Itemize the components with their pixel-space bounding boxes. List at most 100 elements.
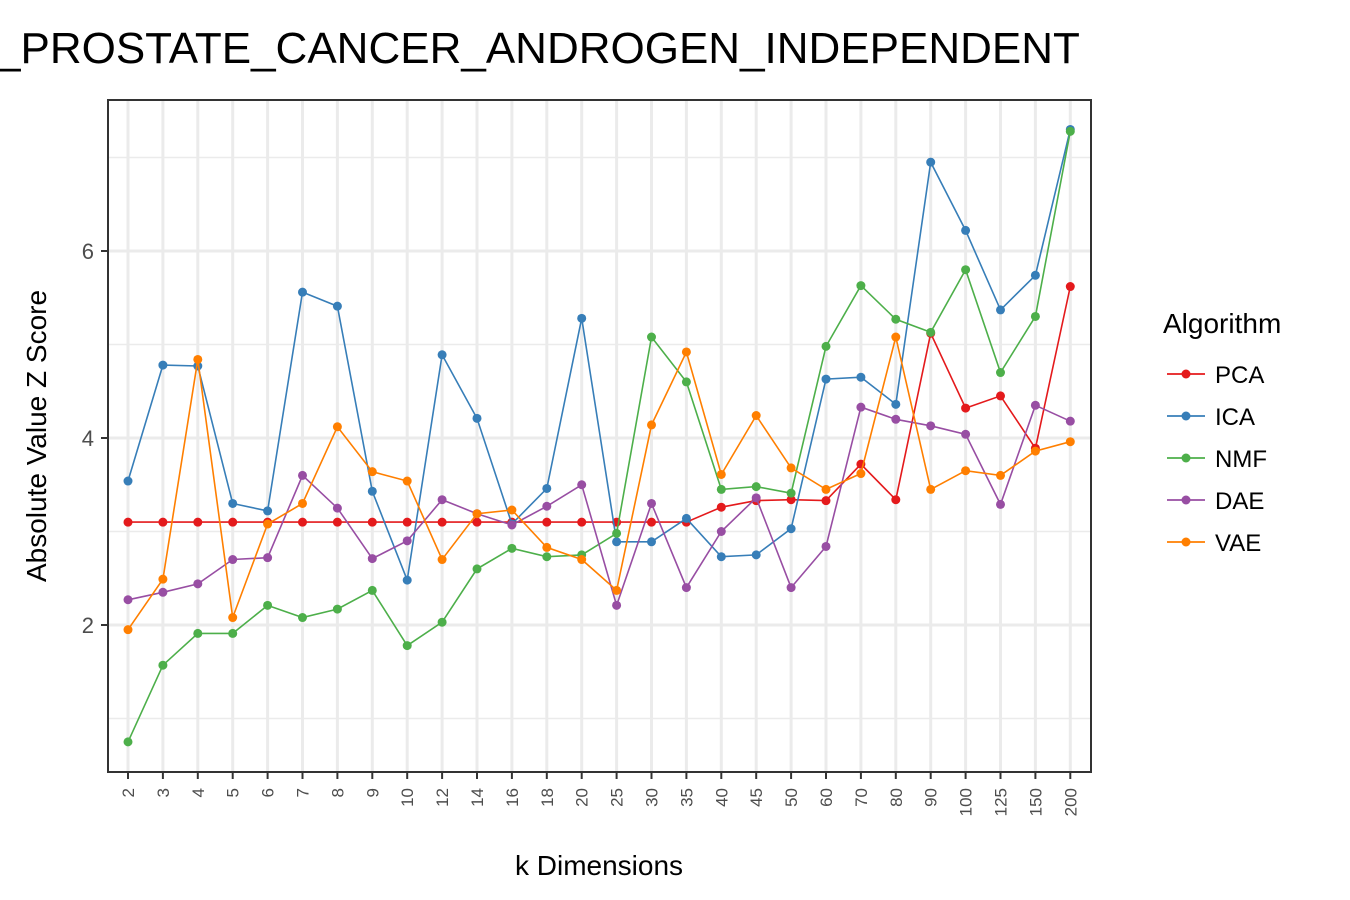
data-point-vae <box>263 520 272 529</box>
data-point-nmf <box>542 552 551 561</box>
data-point-nmf <box>158 661 167 670</box>
data-point-nmf <box>856 281 865 290</box>
data-point-nmf <box>438 618 447 627</box>
data-point-nmf <box>368 586 377 595</box>
data-point-pca <box>996 391 1005 400</box>
data-point-vae <box>717 470 726 479</box>
data-point-vae <box>926 485 935 494</box>
x-tick-label: 14 <box>468 788 487 807</box>
data-point-dae <box>926 421 935 430</box>
legend-key-point <box>1182 370 1191 379</box>
data-point-dae <box>577 480 586 489</box>
legend-item-dae: DAE <box>1167 488 1264 515</box>
data-point-nmf <box>1066 127 1075 136</box>
data-point-vae <box>228 613 237 622</box>
y-tick-label: 4 <box>82 426 94 451</box>
data-point-nmf <box>333 605 342 614</box>
data-point-ica <box>473 414 482 423</box>
data-point-vae <box>577 555 586 564</box>
data-point-nmf <box>473 564 482 573</box>
x-tick-label: 150 <box>1026 788 1045 816</box>
legend-item-ica: ICA <box>1167 404 1255 431</box>
x-tick-label: 35 <box>677 788 696 807</box>
data-point-ica <box>717 552 726 561</box>
series-line-vae <box>128 337 1070 630</box>
legend-label: PCA <box>1215 362 1264 389</box>
data-point-vae <box>507 505 516 514</box>
x-tick-label: 16 <box>503 788 522 807</box>
data-point-dae <box>752 493 761 502</box>
x-tick-label: 2 <box>119 788 138 797</box>
data-point-pca <box>647 518 656 527</box>
x-tick-label: 60 <box>817 788 836 807</box>
data-point-dae <box>368 554 377 563</box>
data-point-vae <box>1066 437 1075 446</box>
data-point-ica <box>124 477 133 486</box>
data-point-vae <box>193 355 202 364</box>
legend-label: NMF <box>1215 446 1267 473</box>
chart-title: _PROSTATE_CANCER_ANDROGEN_INDEPENDENT <box>0 24 1080 73</box>
data-point-ica <box>682 514 691 523</box>
data-point-ica <box>158 361 167 370</box>
data-point-ica <box>577 314 586 323</box>
data-point-nmf <box>507 544 516 553</box>
x-tick-label: 70 <box>852 788 871 807</box>
data-point-ica <box>368 487 377 496</box>
data-point-pca <box>822 496 831 505</box>
y-tick-label: 2 <box>82 613 94 638</box>
data-point-pca <box>298 518 307 527</box>
data-point-pca <box>403 518 412 527</box>
data-point-dae <box>961 430 970 439</box>
data-point-ica <box>891 400 900 409</box>
data-point-dae <box>996 500 1005 509</box>
data-point-dae <box>124 595 133 604</box>
data-point-vae <box>1031 447 1040 456</box>
data-point-ica <box>298 288 307 297</box>
data-point-pca <box>228 518 237 527</box>
data-point-nmf <box>787 489 796 498</box>
legend-key-point <box>1182 496 1191 505</box>
data-point-ica <box>263 506 272 515</box>
data-point-vae <box>612 586 621 595</box>
data-point-pca <box>891 495 900 504</box>
y-tick-label: 6 <box>82 239 94 264</box>
data-point-vae <box>298 499 307 508</box>
data-point-nmf <box>612 529 621 538</box>
x-tick-label: 90 <box>922 788 941 807</box>
data-point-ica <box>822 375 831 384</box>
data-point-ica <box>647 537 656 546</box>
data-point-dae <box>787 583 796 592</box>
y-axis-title: Absolute Value Z Score <box>21 290 52 582</box>
legend-key-point <box>1182 412 1191 421</box>
data-point-ica <box>926 158 935 167</box>
data-point-nmf <box>752 482 761 491</box>
x-tick-label: 18 <box>538 788 557 807</box>
legend-key-point <box>1182 454 1191 463</box>
data-point-ica <box>333 302 342 311</box>
data-point-vae <box>368 467 377 476</box>
data-point-dae <box>822 542 831 551</box>
data-point-vae <box>856 469 865 478</box>
data-point-ica <box>787 524 796 533</box>
x-tick-label: 100 <box>957 788 976 816</box>
x-tick-label: 12 <box>433 788 452 807</box>
data-point-nmf <box>822 342 831 351</box>
data-point-dae <box>1031 401 1040 410</box>
x-tick-label: 9 <box>363 788 382 797</box>
legend-label: DAE <box>1215 488 1264 515</box>
data-point-pca <box>368 518 377 527</box>
legend-label: VAE <box>1215 530 1261 557</box>
data-point-dae <box>438 495 447 504</box>
data-point-nmf <box>193 629 202 638</box>
data-point-vae <box>891 333 900 342</box>
data-point-dae <box>891 415 900 424</box>
x-tick-label: 25 <box>608 788 627 807</box>
data-point-dae <box>263 553 272 562</box>
data-point-ica <box>996 305 1005 314</box>
data-point-ica <box>1031 271 1040 280</box>
data-point-pca <box>124 518 133 527</box>
data-point-ica <box>612 537 621 546</box>
data-point-vae <box>682 347 691 356</box>
data-point-dae <box>403 536 412 545</box>
data-point-vae <box>961 466 970 475</box>
